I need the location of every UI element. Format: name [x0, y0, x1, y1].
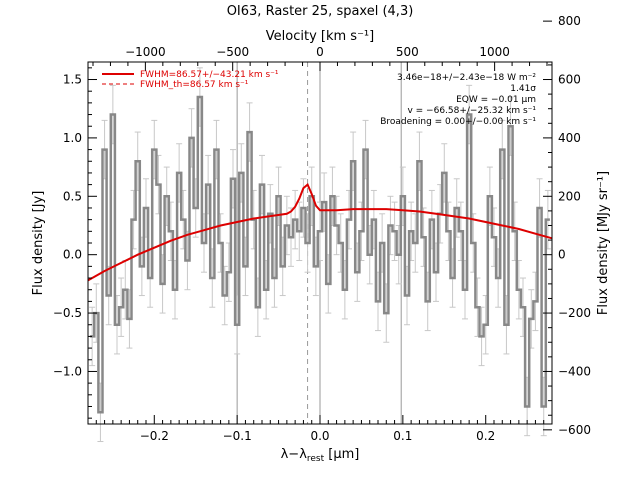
x-tick-label: 0.1	[393, 429, 412, 443]
right-tick-label: −600	[558, 423, 591, 437]
annotation: EQW = −0.01 μm	[456, 95, 536, 105]
tick-marks	[88, 20, 552, 431]
y-tick-label: 1.5	[63, 73, 82, 87]
x-axis-label-base: λ−λ	[281, 447, 308, 462]
y-tick-label: 1.0	[63, 131, 82, 145]
right-tick-label: 400	[558, 131, 581, 145]
x-tick-label: 0.0	[310, 429, 329, 443]
right-tick-label: 800	[558, 14, 581, 28]
annotation: 1.41σ	[510, 84, 536, 94]
fit-series	[87, 182, 553, 282]
y-tick-label: 0.5	[63, 189, 82, 203]
chart-title: OI63, Raster 25, spaxel (4,3)	[227, 4, 414, 19]
x-axis-label-sub: rest	[307, 454, 325, 464]
right-tick-label: −400	[558, 364, 591, 378]
right-tick-label: 0	[558, 248, 566, 262]
x-tick-label: −0.2	[140, 429, 169, 443]
x-tick-label: −0.1	[223, 429, 252, 443]
legend-label: FWHM_th=86.57 km s⁻¹	[140, 80, 249, 90]
annotation: Broadening = 0.00+/−0.00 km s⁻¹	[380, 117, 536, 127]
spectrum-line	[90, 95, 550, 414]
top-axis-label: Velocity [km s⁻¹]	[266, 29, 374, 44]
top-tick-label: −1000	[125, 45, 166, 59]
y-axis-label: Flux density [Jy]	[31, 191, 46, 296]
spectrum-series	[90, 95, 550, 414]
top-tick-label: 500	[396, 45, 419, 59]
right-tick-label: 600	[558, 73, 581, 87]
y-tick-label: −0.5	[53, 306, 82, 320]
annotation: v = −66.58+/−25.32 km s⁻¹	[407, 106, 536, 116]
x-axis-label-unit: [μm]	[324, 447, 359, 462]
top-tick-label: −500	[216, 45, 249, 59]
top-tick-label: 1000	[479, 45, 510, 59]
annotation: 3.46e−18+/−2.43e−18 W m⁻²	[397, 73, 536, 83]
legend-label: FWHM=86.57+/−43.21 km s⁻¹	[140, 70, 279, 80]
x-axis-label: λ−λrest [μm]	[281, 447, 360, 464]
tick-labels: −0.2 −0.1 0.0 0.1 0.2 −1.0 −0.5 0.0 0.5 1.0 1.5 −10…	[53, 14, 591, 443]
y-tick-label: 0.0	[63, 248, 82, 262]
y-tick-label: −1.0	[53, 364, 82, 378]
right-axis-label: Flux density [MJy sr⁻¹]	[596, 171, 611, 315]
right-tick-label: −200	[558, 306, 591, 320]
top-tick-label: 0	[316, 45, 324, 59]
fit-line	[87, 182, 553, 282]
right-tick-label: 200	[558, 189, 581, 203]
x-tick-label: 0.2	[476, 429, 495, 443]
